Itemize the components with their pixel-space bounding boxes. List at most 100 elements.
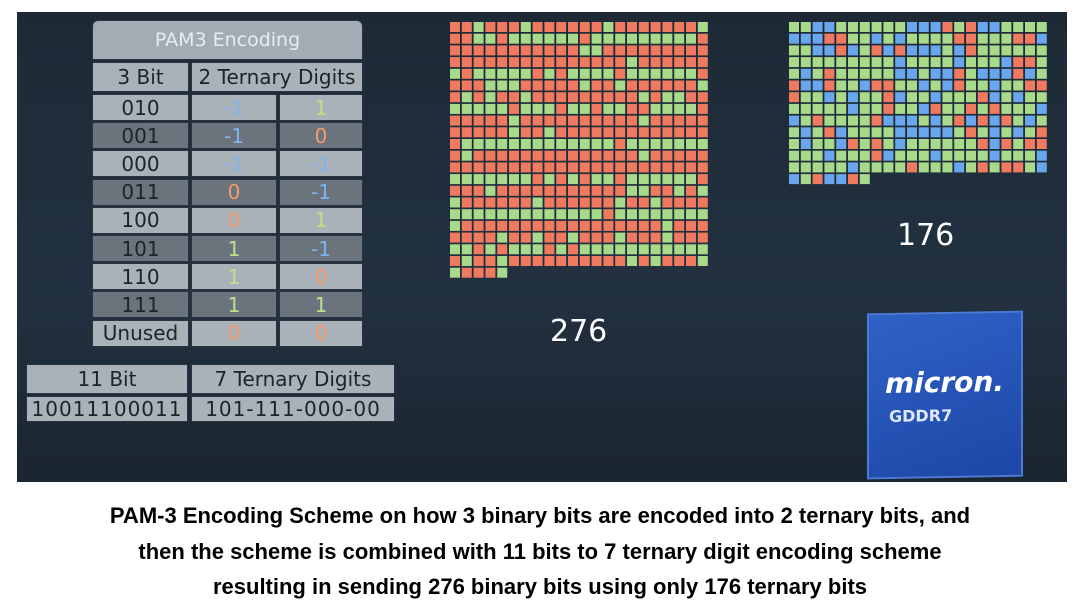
grid-square	[954, 33, 965, 44]
grid-square	[650, 45, 661, 56]
trit-cell: -1	[279, 235, 363, 262]
grid-square	[1025, 150, 1035, 161]
grid-square	[615, 80, 626, 91]
grid-square	[591, 209, 602, 220]
grid-square	[883, 68, 894, 79]
grid-square	[461, 232, 472, 243]
grid-square	[800, 103, 811, 114]
grid-square	[789, 92, 799, 103]
grid-square	[450, 115, 460, 126]
grid-square	[686, 68, 696, 79]
grid-square	[615, 185, 626, 196]
grid-square	[627, 127, 637, 138]
grid-square	[485, 209, 496, 220]
grid-square	[930, 68, 941, 79]
grid-square	[450, 33, 460, 44]
grid-square	[450, 220, 460, 231]
grid-square	[907, 22, 917, 32]
grid-square	[579, 150, 590, 161]
grid-square	[509, 139, 519, 149]
grid-square	[848, 174, 858, 185]
grid-square	[686, 220, 696, 231]
grid-square	[1036, 57, 1047, 68]
grid-square	[895, 57, 906, 68]
grid-square	[930, 162, 941, 173]
grid-square	[638, 150, 649, 161]
grid-square	[461, 92, 472, 103]
grid-square	[497, 33, 508, 44]
grid-square	[989, 115, 1000, 126]
grid-square	[579, 197, 590, 208]
grid-square	[603, 209, 614, 220]
grid-square	[895, 127, 906, 138]
grid-square	[650, 209, 661, 220]
grid-square	[1001, 150, 1012, 161]
grid-square	[461, 220, 472, 231]
grid-square	[473, 174, 484, 185]
grid-square	[603, 103, 614, 114]
grid-square	[930, 103, 941, 114]
grid-square	[697, 22, 708, 32]
grid-square	[824, 92, 835, 103]
grid-square	[520, 232, 531, 243]
grid-square	[461, 150, 472, 161]
trit-cell: 0	[191, 319, 277, 347]
grid-square	[461, 80, 472, 91]
grid-square	[859, 162, 870, 173]
grid-square	[907, 68, 917, 79]
grid-square	[789, 162, 799, 173]
grid-square	[591, 150, 602, 161]
grid-square	[485, 162, 496, 173]
grid-square	[789, 127, 799, 138]
grid-square	[579, 68, 590, 79]
grid-square	[579, 103, 590, 114]
grid-square	[812, 127, 823, 138]
grid-square	[859, 33, 870, 44]
grid-square	[568, 139, 578, 149]
grid-square	[977, 22, 988, 32]
grid-square	[591, 139, 602, 149]
grid-square	[977, 150, 988, 161]
grid-square	[1025, 45, 1035, 56]
grid-square	[966, 33, 976, 44]
grid-square	[627, 139, 637, 149]
grid-square	[859, 139, 870, 149]
grid-square	[697, 220, 708, 231]
grid-square	[544, 185, 555, 196]
grid-square	[918, 22, 929, 32]
grid-square	[1025, 22, 1035, 32]
grid-square	[836, 57, 847, 68]
grid-square	[497, 244, 508, 255]
grid-square	[883, 92, 894, 103]
grid-square	[591, 22, 602, 32]
header-cell: 3 Bit	[92, 62, 189, 92]
grid-square	[650, 80, 661, 91]
grid-square	[627, 92, 637, 103]
grid-square	[674, 232, 685, 243]
grid-square	[603, 80, 614, 91]
grid-square	[497, 115, 508, 126]
grid-square	[615, 197, 626, 208]
grid-square	[473, 209, 484, 220]
grid-square	[532, 150, 543, 161]
grid-square	[789, 45, 799, 56]
grid-square	[579, 33, 590, 44]
grid-square	[674, 115, 685, 126]
grid-square	[662, 22, 673, 32]
grid-square	[638, 209, 649, 220]
grid-square	[848, 115, 858, 126]
grid-square	[450, 244, 460, 255]
grid-square	[942, 68, 953, 79]
grid-square	[591, 33, 602, 44]
grid-square	[509, 174, 519, 185]
grid-square	[603, 162, 614, 173]
trit-cell: 1	[279, 94, 363, 121]
grid-square	[473, 115, 484, 126]
grid-square	[461, 267, 472, 278]
grid-square	[686, 256, 696, 266]
grid-square	[568, 68, 578, 79]
grid-square	[697, 185, 708, 196]
grid-square	[591, 57, 602, 68]
grid-square	[812, 103, 823, 114]
trit-cell: 1	[191, 235, 277, 262]
